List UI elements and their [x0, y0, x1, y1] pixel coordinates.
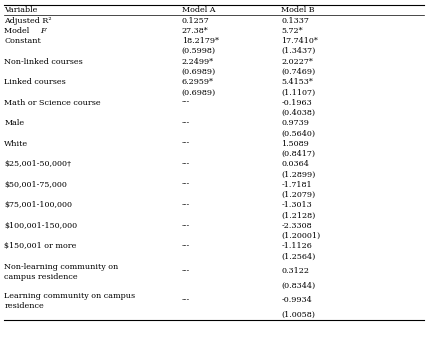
Text: 1.5089: 1.5089 [281, 140, 309, 148]
Text: ---: --- [182, 267, 190, 275]
Text: -1.3013: -1.3013 [281, 201, 312, 209]
Text: 18.2179*: 18.2179* [182, 37, 219, 45]
Text: $100,001-150,000: $100,001-150,000 [4, 222, 78, 230]
Text: (1.2079): (1.2079) [281, 191, 316, 199]
Text: (0.8417): (0.8417) [281, 150, 316, 158]
Text: 5.72*: 5.72* [281, 27, 303, 35]
Text: ---: --- [182, 181, 190, 189]
Text: 27.38*: 27.38* [182, 27, 209, 35]
Text: ---: --- [182, 201, 190, 209]
Text: Linked courses: Linked courses [4, 78, 66, 86]
Text: F: F [40, 27, 45, 35]
Text: Math or Science course: Math or Science course [4, 98, 101, 107]
Text: ---: --- [182, 222, 190, 230]
Text: 0.3122: 0.3122 [281, 267, 310, 275]
Text: (1.3437): (1.3437) [281, 47, 316, 55]
Text: (0.6989): (0.6989) [182, 68, 216, 76]
Text: -1.1126: -1.1126 [281, 242, 312, 250]
Text: -2.3308: -2.3308 [281, 222, 312, 230]
Text: Variable: Variable [4, 6, 38, 14]
Text: -0.9934: -0.9934 [281, 296, 312, 304]
Text: 0.1337: 0.1337 [281, 16, 309, 25]
Text: -1.7181: -1.7181 [281, 181, 312, 189]
Text: Model: Model [4, 27, 32, 35]
Text: (0.8344): (0.8344) [281, 281, 316, 290]
Text: $75,001-100,000: $75,001-100,000 [4, 201, 72, 209]
Text: Model A: Model A [182, 6, 215, 14]
Text: (0.6989): (0.6989) [182, 88, 216, 96]
Text: 2.0227*: 2.0227* [281, 57, 313, 66]
Text: Constant: Constant [4, 37, 41, 45]
Text: (1.1107): (1.1107) [281, 88, 316, 96]
Text: ---: --- [182, 160, 190, 168]
Text: $150,001 or more: $150,001 or more [4, 242, 77, 250]
Text: $25,001-50,000†: $25,001-50,000† [4, 160, 71, 168]
Text: -0.1963: -0.1963 [281, 98, 312, 107]
Text: Male: Male [4, 119, 24, 127]
Text: 5.4153*: 5.4153* [281, 78, 313, 86]
Text: (1.20001): (1.20001) [281, 232, 321, 240]
Text: (0.5998): (0.5998) [182, 47, 216, 55]
Text: Non-learning community on
campus residence: Non-learning community on campus residen… [4, 263, 119, 281]
Text: 2.2499*: 2.2499* [182, 57, 214, 66]
Text: ---: --- [182, 98, 190, 107]
Text: ---: --- [182, 140, 190, 148]
Text: ---: --- [182, 242, 190, 250]
Text: 0.0364: 0.0364 [281, 160, 309, 168]
Text: 6.2959*: 6.2959* [182, 78, 214, 86]
Text: (1.2128): (1.2128) [281, 211, 316, 220]
Text: 0.1257: 0.1257 [182, 16, 210, 25]
Text: Learning community on campus
residence: Learning community on campus residence [4, 292, 136, 310]
Text: (1.0058): (1.0058) [281, 311, 316, 319]
Text: (1.2899): (1.2899) [281, 170, 316, 179]
Text: (0.4038): (0.4038) [281, 109, 316, 117]
Text: ---: --- [182, 119, 190, 127]
Text: Adjusted R²: Adjusted R² [4, 16, 52, 25]
Text: 0.9739: 0.9739 [281, 119, 309, 127]
Text: (0.7469): (0.7469) [281, 68, 316, 76]
Text: $50,001-75,000: $50,001-75,000 [4, 181, 67, 189]
Text: (0.5640): (0.5640) [281, 129, 316, 137]
Text: White: White [4, 140, 29, 148]
Text: Model B: Model B [281, 6, 315, 14]
Text: ---: --- [182, 296, 190, 304]
Text: 17.7410*: 17.7410* [281, 37, 318, 45]
Text: (1.2564): (1.2564) [281, 252, 316, 261]
Text: Non-linked courses: Non-linked courses [4, 57, 83, 66]
